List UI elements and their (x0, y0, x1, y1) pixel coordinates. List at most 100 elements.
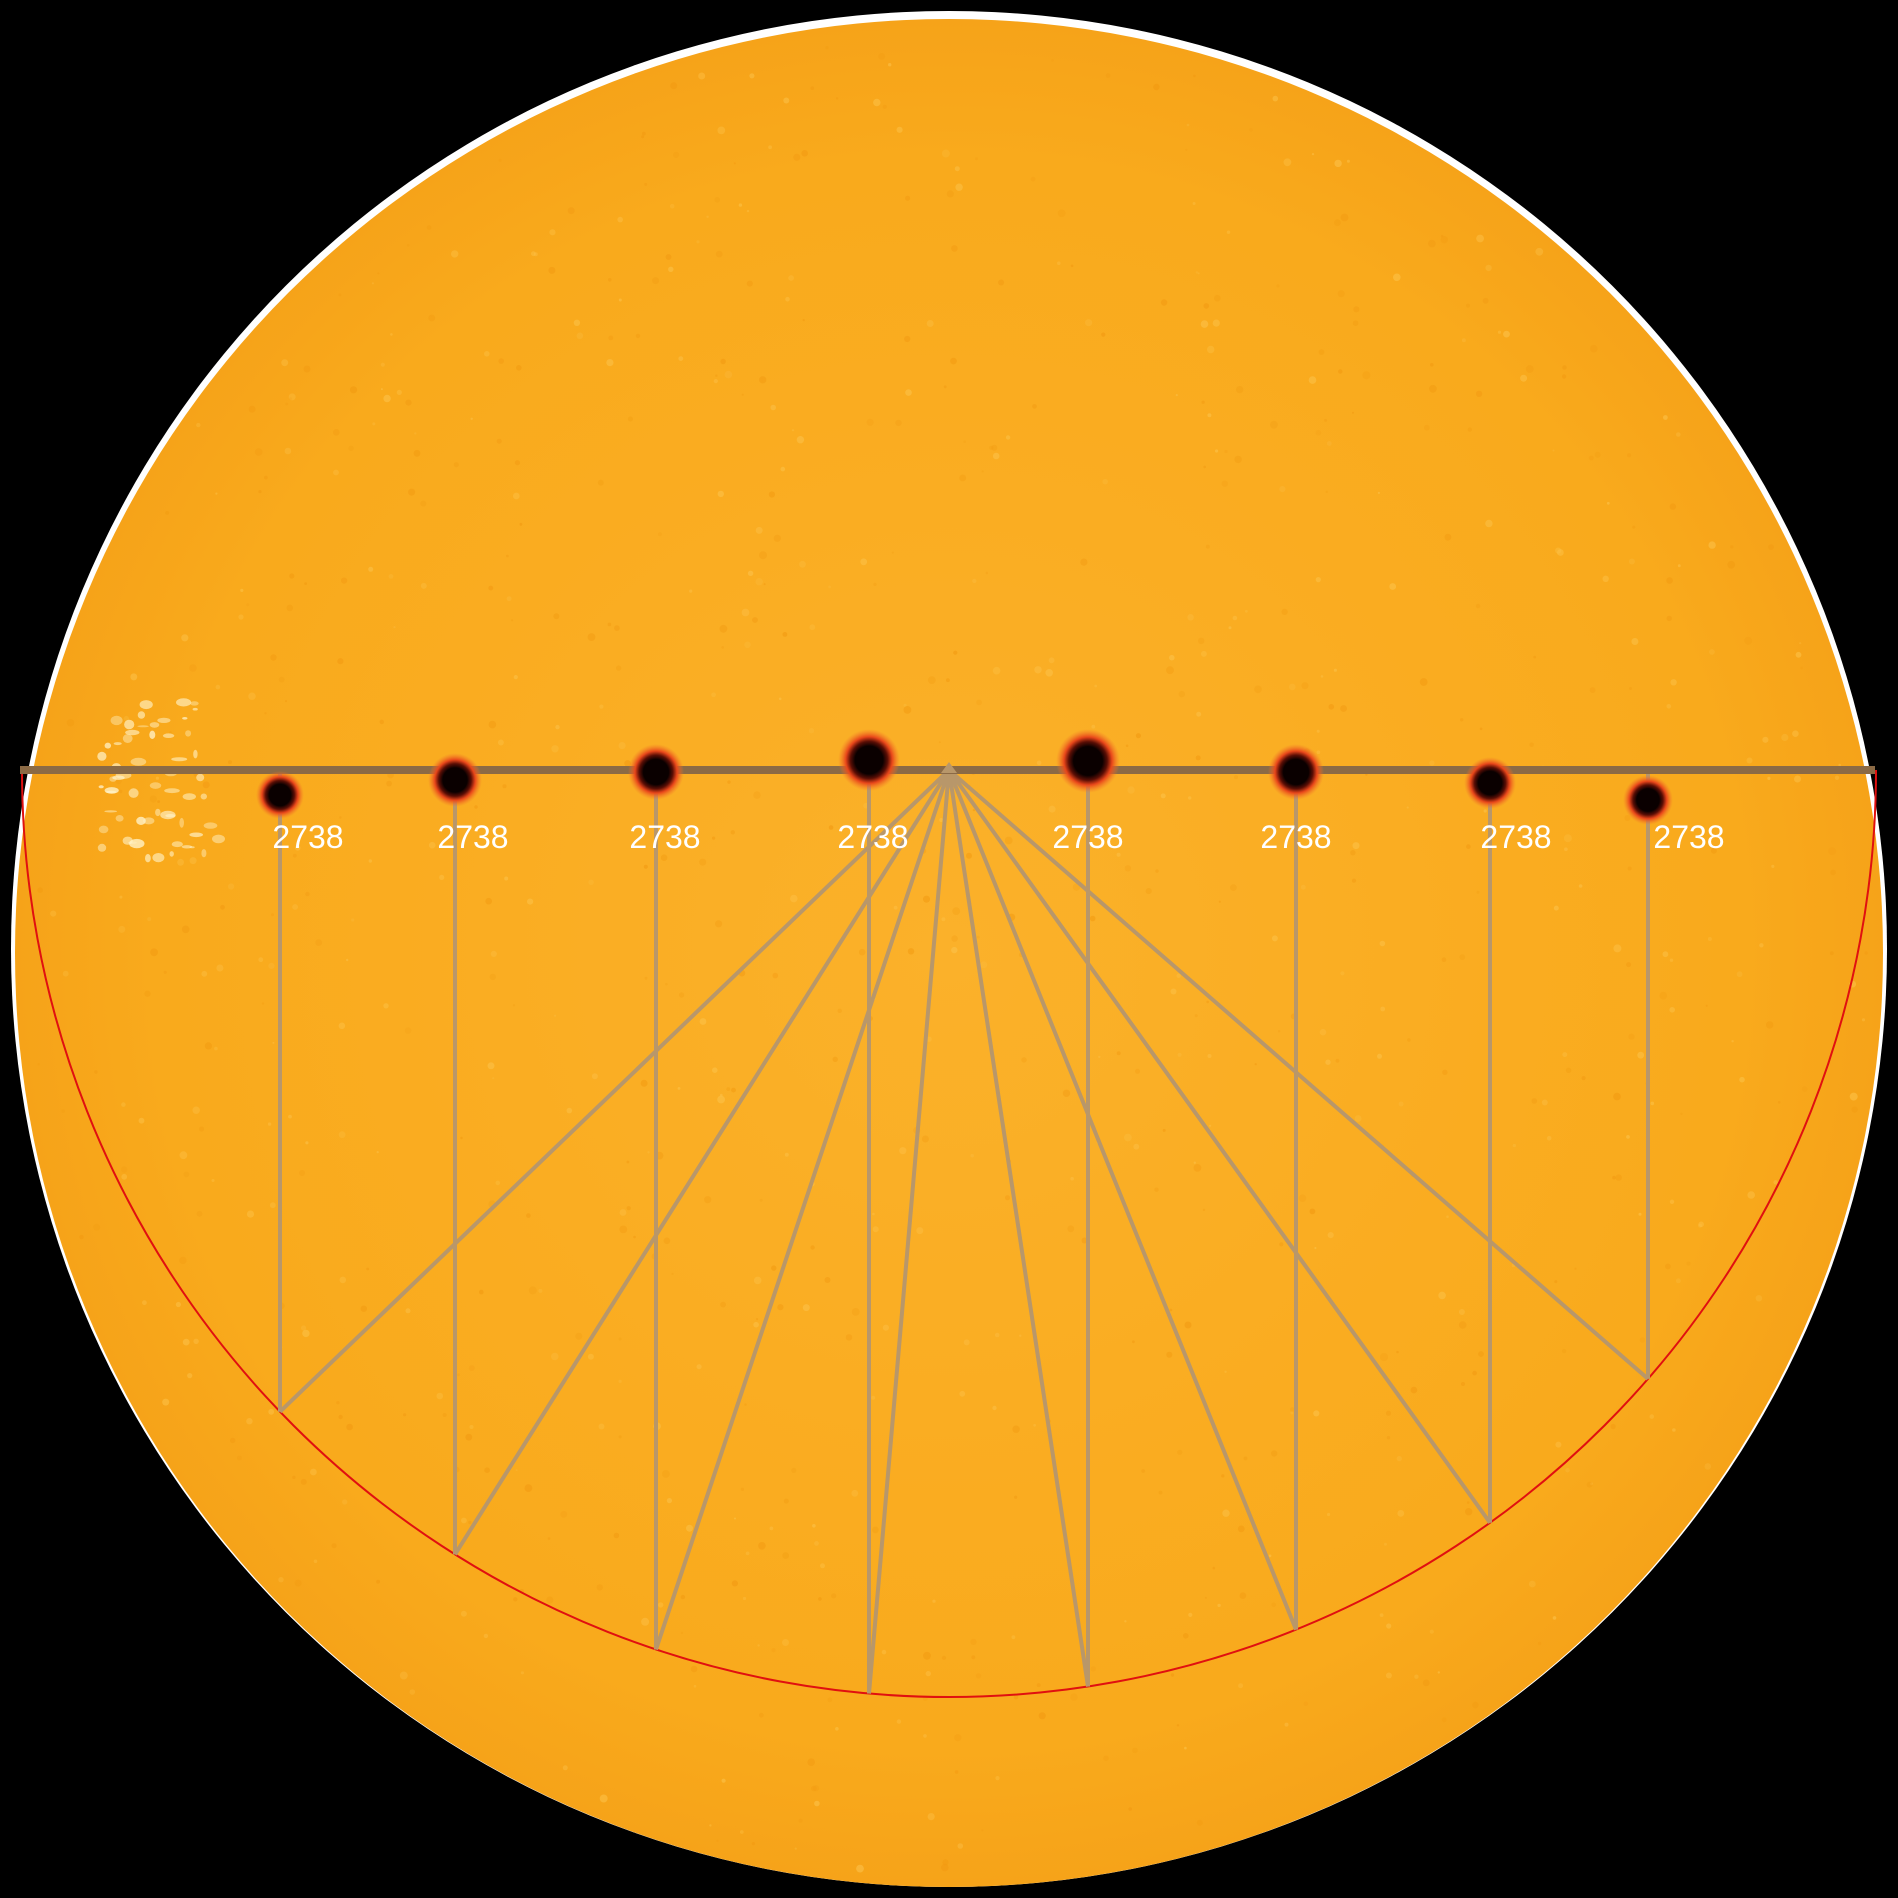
granulation-speck (1243, 1456, 1248, 1461)
granulation-speck (626, 1206, 631, 1211)
facula-patch (203, 822, 218, 829)
granulation-speck (938, 741, 941, 744)
granulation-speck (828, 585, 831, 589)
granulation-speck (1861, 1018, 1866, 1022)
facula-patch (143, 817, 155, 825)
granulation-speck (304, 582, 307, 585)
granulation-speck (506, 596, 512, 602)
granulation-speck (1747, 1191, 1755, 1199)
granulation-speck (845, 1334, 853, 1341)
granulation-speck (686, 1524, 693, 1532)
granulation-speck (1512, 1143, 1517, 1148)
granulation-speck (957, 1843, 964, 1849)
granulation-speck (715, 920, 723, 928)
granulation-speck (1045, 669, 1053, 677)
granulation-speck (264, 475, 268, 480)
granulation-speck (1528, 1580, 1536, 1588)
granulation-speck (972, 578, 977, 584)
granulation-speck (289, 397, 293, 400)
granulation-speck (346, 1423, 353, 1431)
granulation-speck (734, 1517, 736, 1520)
granulation-speck (487, 1062, 495, 1070)
granulation-speck (498, 158, 502, 162)
granulation-speck (1768, 544, 1774, 550)
granulation-speck (230, 1437, 236, 1444)
granulation-speck (566, 1107, 573, 1114)
granulation-speck (1709, 649, 1715, 655)
granulation-speck (1290, 1407, 1295, 1412)
granulation-speck (784, 1152, 789, 1157)
granulation-speck (1389, 583, 1397, 590)
granulation-speck (1162, 1128, 1166, 1132)
granulation-speck (492, 1077, 495, 1080)
granulation-speck (1554, 1280, 1558, 1284)
granulation-speck (1710, 847, 1717, 854)
granulation-speck (959, 1390, 966, 1397)
granulation-speck (1707, 937, 1712, 941)
granulation-speck (851, 1489, 859, 1497)
granulation-speck (1193, 74, 1196, 78)
granulation-speck (236, 1455, 242, 1461)
granulation-speck (1626, 962, 1632, 968)
granulation-speck (788, 275, 794, 281)
granulation-speck (1309, 1208, 1316, 1215)
granulation-speck (1021, 1057, 1027, 1063)
granulation-speck (726, 1087, 731, 1091)
granulation-speck (903, 706, 912, 714)
facula-patch (196, 773, 205, 782)
granulation-speck (1125, 744, 1129, 748)
granulation-speck (976, 699, 982, 706)
granulation-speck (1588, 455, 1594, 461)
granulation-speck (820, 1563, 825, 1569)
granulation-speck (791, 429, 795, 432)
granulation-speck (388, 574, 394, 579)
facula-patch (157, 717, 171, 724)
granulation-speck (390, 333, 393, 336)
granulation-speck (1327, 1232, 1334, 1239)
granulation-speck (1183, 1633, 1189, 1639)
granulation-speck (1430, 363, 1434, 367)
granulation-speck (641, 1617, 650, 1626)
granulation-speck (66, 719, 75, 727)
granulation-speck (1384, 1542, 1387, 1546)
granulation-speck (1574, 1267, 1577, 1270)
granulation-speck (549, 229, 556, 236)
granulation-speck (428, 314, 436, 322)
granulation-speck (1014, 1495, 1018, 1499)
granulation-speck (528, 1286, 537, 1295)
granulation-speck (1497, 330, 1502, 334)
granulation-speck (520, 1671, 525, 1675)
granulation-speck (211, 1179, 215, 1182)
granulation-speck (1271, 1450, 1278, 1457)
granulation-speck (1466, 844, 1471, 849)
granulation-speck (1268, 1554, 1272, 1558)
granulation-speck (1438, 1291, 1446, 1300)
granulation-speck (1192, 202, 1196, 205)
granulation-speck (1094, 823, 1100, 830)
granulation-speck (1319, 1028, 1327, 1036)
granulation-speck (337, 658, 344, 665)
granulation-speck (1362, 371, 1371, 380)
granulation-speck (310, 1468, 317, 1476)
granulation-speck (1032, 404, 1037, 409)
granulation-speck (1350, 850, 1356, 856)
granulation-speck (1188, 1612, 1193, 1617)
granulation-speck (665, 982, 668, 986)
granulation-speck (1091, 724, 1096, 729)
facula-patch (176, 698, 192, 707)
granulation-speck (333, 469, 339, 476)
granulation-speck (484, 351, 490, 357)
granulation-speck (302, 1329, 310, 1338)
granulation-speck (768, 145, 772, 150)
granulation-speck (802, 1304, 810, 1312)
granulation-speck (554, 1014, 557, 1017)
granulation-speck (1379, 1613, 1384, 1617)
granulation-speck (717, 126, 726, 135)
granulation-speck (693, 1684, 697, 1688)
granulation-speck (1160, 793, 1166, 799)
granulation-speck (991, 444, 998, 451)
granulation-speck (1186, 123, 1190, 127)
granulation-speck (285, 402, 289, 406)
granulation-speck (746, 209, 750, 213)
granulation-speck (811, 1785, 817, 1792)
